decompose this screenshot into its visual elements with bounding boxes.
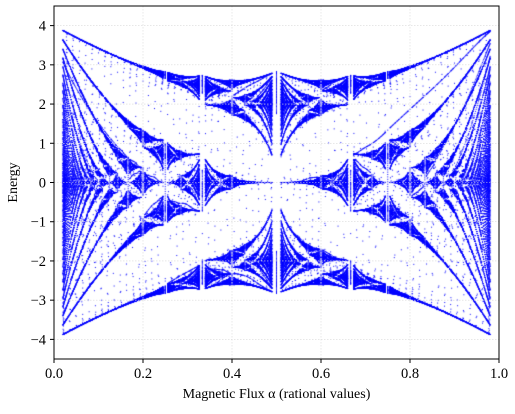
y-axis-ticks: −4 −3 −2 −1 0 1 2 3 4	[31, 19, 54, 348]
x-tick-label: 0.2	[134, 366, 152, 382]
x-tick-label: 0.4	[223, 366, 242, 382]
x-axis-title: Magnetic Flux α (rational values)	[183, 387, 371, 402]
x-tick-label: 0.6	[312, 366, 330, 382]
y-tick-label: −2	[31, 254, 46, 270]
y-axis-title: Energy	[6, 162, 21, 202]
y-tick-label: −3	[31, 293, 46, 309]
y-tick-label: −4	[31, 332, 47, 348]
y-tick-label: 4	[39, 19, 47, 35]
y-tick-label: 3	[39, 58, 46, 74]
y-tick-label: 2	[39, 97, 46, 113]
grid-lines	[53, 6, 500, 359]
x-tick-label: 0.0	[45, 366, 63, 382]
x-axis-ticks: 0.0 0.2 0.4 0.6 0.8 1.0	[45, 359, 508, 382]
x-tick-label: 1.0	[490, 366, 508, 382]
y-tick-label: −1	[31, 215, 46, 231]
x-tick-label: 0.8	[401, 366, 419, 382]
y-tick-label: 1	[39, 136, 46, 152]
y-tick-label: 0	[39, 176, 46, 192]
